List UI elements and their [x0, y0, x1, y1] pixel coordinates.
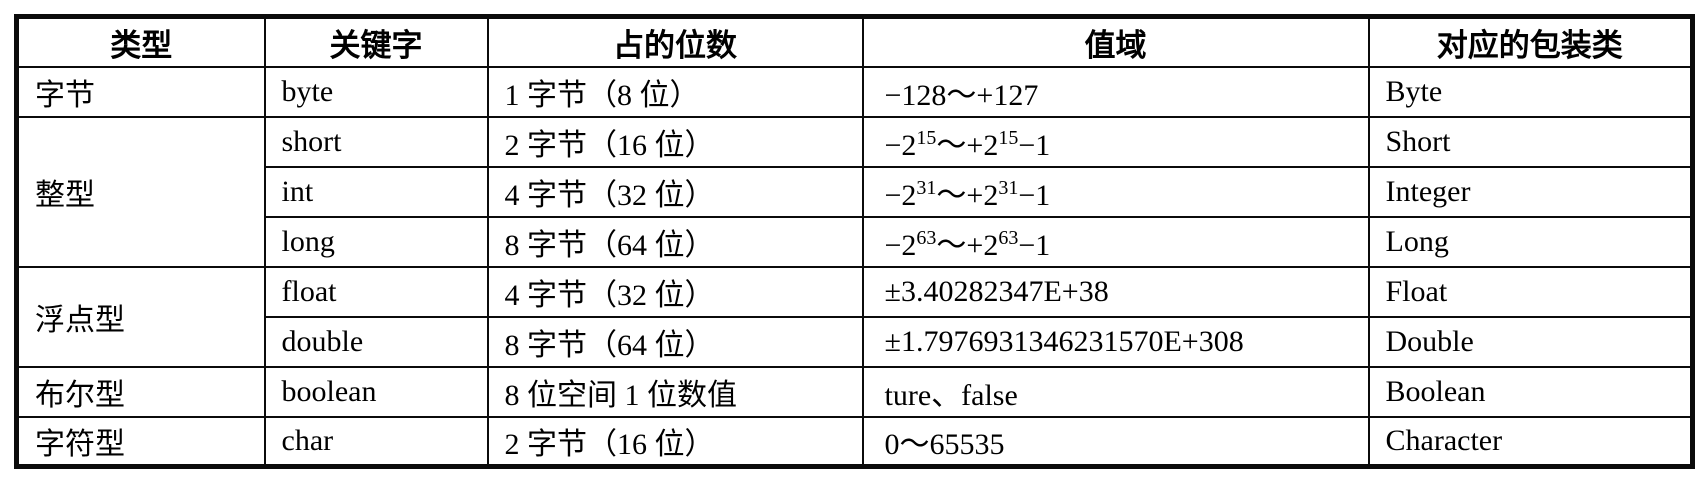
column-header-wrapper: 对应的包装类	[1367, 15, 1694, 68]
wrapper-cell: Long	[1367, 215, 1694, 268]
table-row: int 4 字节（32 位） −231～+231−1 Integer	[17, 165, 1694, 218]
column-header-range: 值域	[861, 15, 1370, 68]
keyword-cell: short	[263, 115, 489, 168]
bits-cell: 4 字节（32 位）	[486, 265, 864, 318]
range-exponent: 63	[916, 226, 937, 249]
range-text: −1	[1018, 178, 1051, 212]
wrapper-cell: Float	[1367, 265, 1694, 318]
range-exponent: 15	[998, 126, 1019, 149]
type-cell: 字符型	[15, 415, 266, 468]
wrapper-cell: Byte	[1367, 65, 1694, 118]
range-text: ～+2	[936, 178, 999, 212]
range-text: ～+2	[936, 228, 999, 262]
keyword-cell: char	[263, 415, 489, 468]
type-cell: 布尔型	[15, 365, 266, 418]
bits-cell: 4 字节（32 位）	[486, 165, 864, 218]
table-body: 字节 byte 1 字节（8 位） −128～+127 Byte 整型 short 2 字节（…	[15, 65, 1694, 468]
range-text: −2	[884, 128, 917, 162]
range-text: 0～65535	[884, 427, 1005, 461]
keyword-cell: float	[263, 265, 489, 318]
range-cell: −263～+263−1	[861, 215, 1370, 268]
table-row: 整型 short 2 字节（16 位） −215～+215−1 Short	[15, 115, 1694, 268]
range-text: −1	[1018, 228, 1051, 262]
range-exponent: 31	[916, 176, 937, 199]
header-row: 类型 关键字 占的位数 值域 对应的包装类	[15, 15, 1694, 68]
bits-cell: 1 字节（8 位）	[486, 65, 864, 118]
table-header: 类型 关键字 占的位数 值域 对应的包装类	[15, 15, 1694, 68]
range-text: −2	[884, 178, 917, 212]
keyword-cell: long	[263, 215, 489, 268]
bits-cell: 8 位空间 1 位数值	[486, 365, 864, 418]
range-text: −2	[884, 228, 917, 262]
range-cell: 0～65535	[861, 415, 1370, 468]
table-row: 字符型 char 2 字节（16 位） 0～65535 Character	[15, 415, 1694, 468]
range-text: ±1.7976931346231570E+308	[884, 324, 1244, 358]
column-header-bits: 占的位数	[486, 15, 864, 68]
range-cell: −215～+215−1	[861, 115, 1370, 168]
range-cell: ture、false	[861, 365, 1370, 418]
keyword-cell: int	[263, 165, 489, 218]
bits-cell: 2 字节（16 位）	[486, 115, 864, 168]
wrapper-cell: Character	[1367, 415, 1694, 468]
type-cell: 字节	[15, 65, 266, 118]
column-header-type: 类型	[15, 15, 266, 68]
wrapper-cell: Short	[1367, 115, 1694, 168]
type-cell: 整型	[15, 115, 266, 268]
type-cell: 浮点型	[15, 265, 266, 368]
range-text: ±3.40282347E+38	[884, 274, 1109, 308]
wrapper-cell: Double	[1367, 315, 1694, 368]
range-cell: ±1.7976931346231570E+308	[861, 315, 1370, 368]
range-cell: ±3.40282347E+38	[861, 265, 1370, 318]
range-text: ture、false	[884, 378, 1018, 412]
bits-cell: 2 字节（16 位）	[486, 415, 864, 468]
bits-cell: 8 字节（64 位）	[486, 215, 864, 268]
wrapper-cell: Integer	[1367, 165, 1694, 218]
column-header-keyword: 关键字	[263, 15, 489, 68]
table-row: 字节 byte 1 字节（8 位） −128～+127 Byte	[15, 65, 1694, 118]
range-cell: −231～+231−1	[861, 165, 1370, 218]
range-cell: −128～+127	[861, 65, 1370, 118]
range-exponent: 63	[998, 226, 1019, 249]
keyword-cell: boolean	[263, 365, 489, 418]
range-exponent: 31	[998, 176, 1019, 199]
keyword-cell: byte	[263, 65, 489, 118]
range-text: ～+2	[936, 128, 999, 162]
primitive-types-table: 类型 关键字 占的位数 值域 对应的包装类 字节 byte 1 字节（8 位） −128～+1…	[14, 14, 1695, 469]
table-row: long 8 字节（64 位） −263～+263−1 Long	[17, 215, 1694, 268]
table-row: 布尔型 boolean 8 位空间 1 位数值 ture、false Boolean	[15, 365, 1694, 418]
range-exponent: 15	[916, 126, 937, 149]
bits-cell: 8 字节（64 位）	[486, 315, 864, 368]
range-text: −128～+127	[884, 78, 1039, 112]
range-text: −1	[1018, 128, 1051, 162]
table-row: double 8 字节（64 位） ±1.7976931346231570E+308…	[17, 315, 1694, 368]
table-row: 浮点型 float 4 字节（32 位） ±3.40282347E+38 Float	[15, 265, 1694, 368]
wrapper-cell: Boolean	[1367, 365, 1694, 418]
keyword-cell: double	[263, 315, 489, 368]
